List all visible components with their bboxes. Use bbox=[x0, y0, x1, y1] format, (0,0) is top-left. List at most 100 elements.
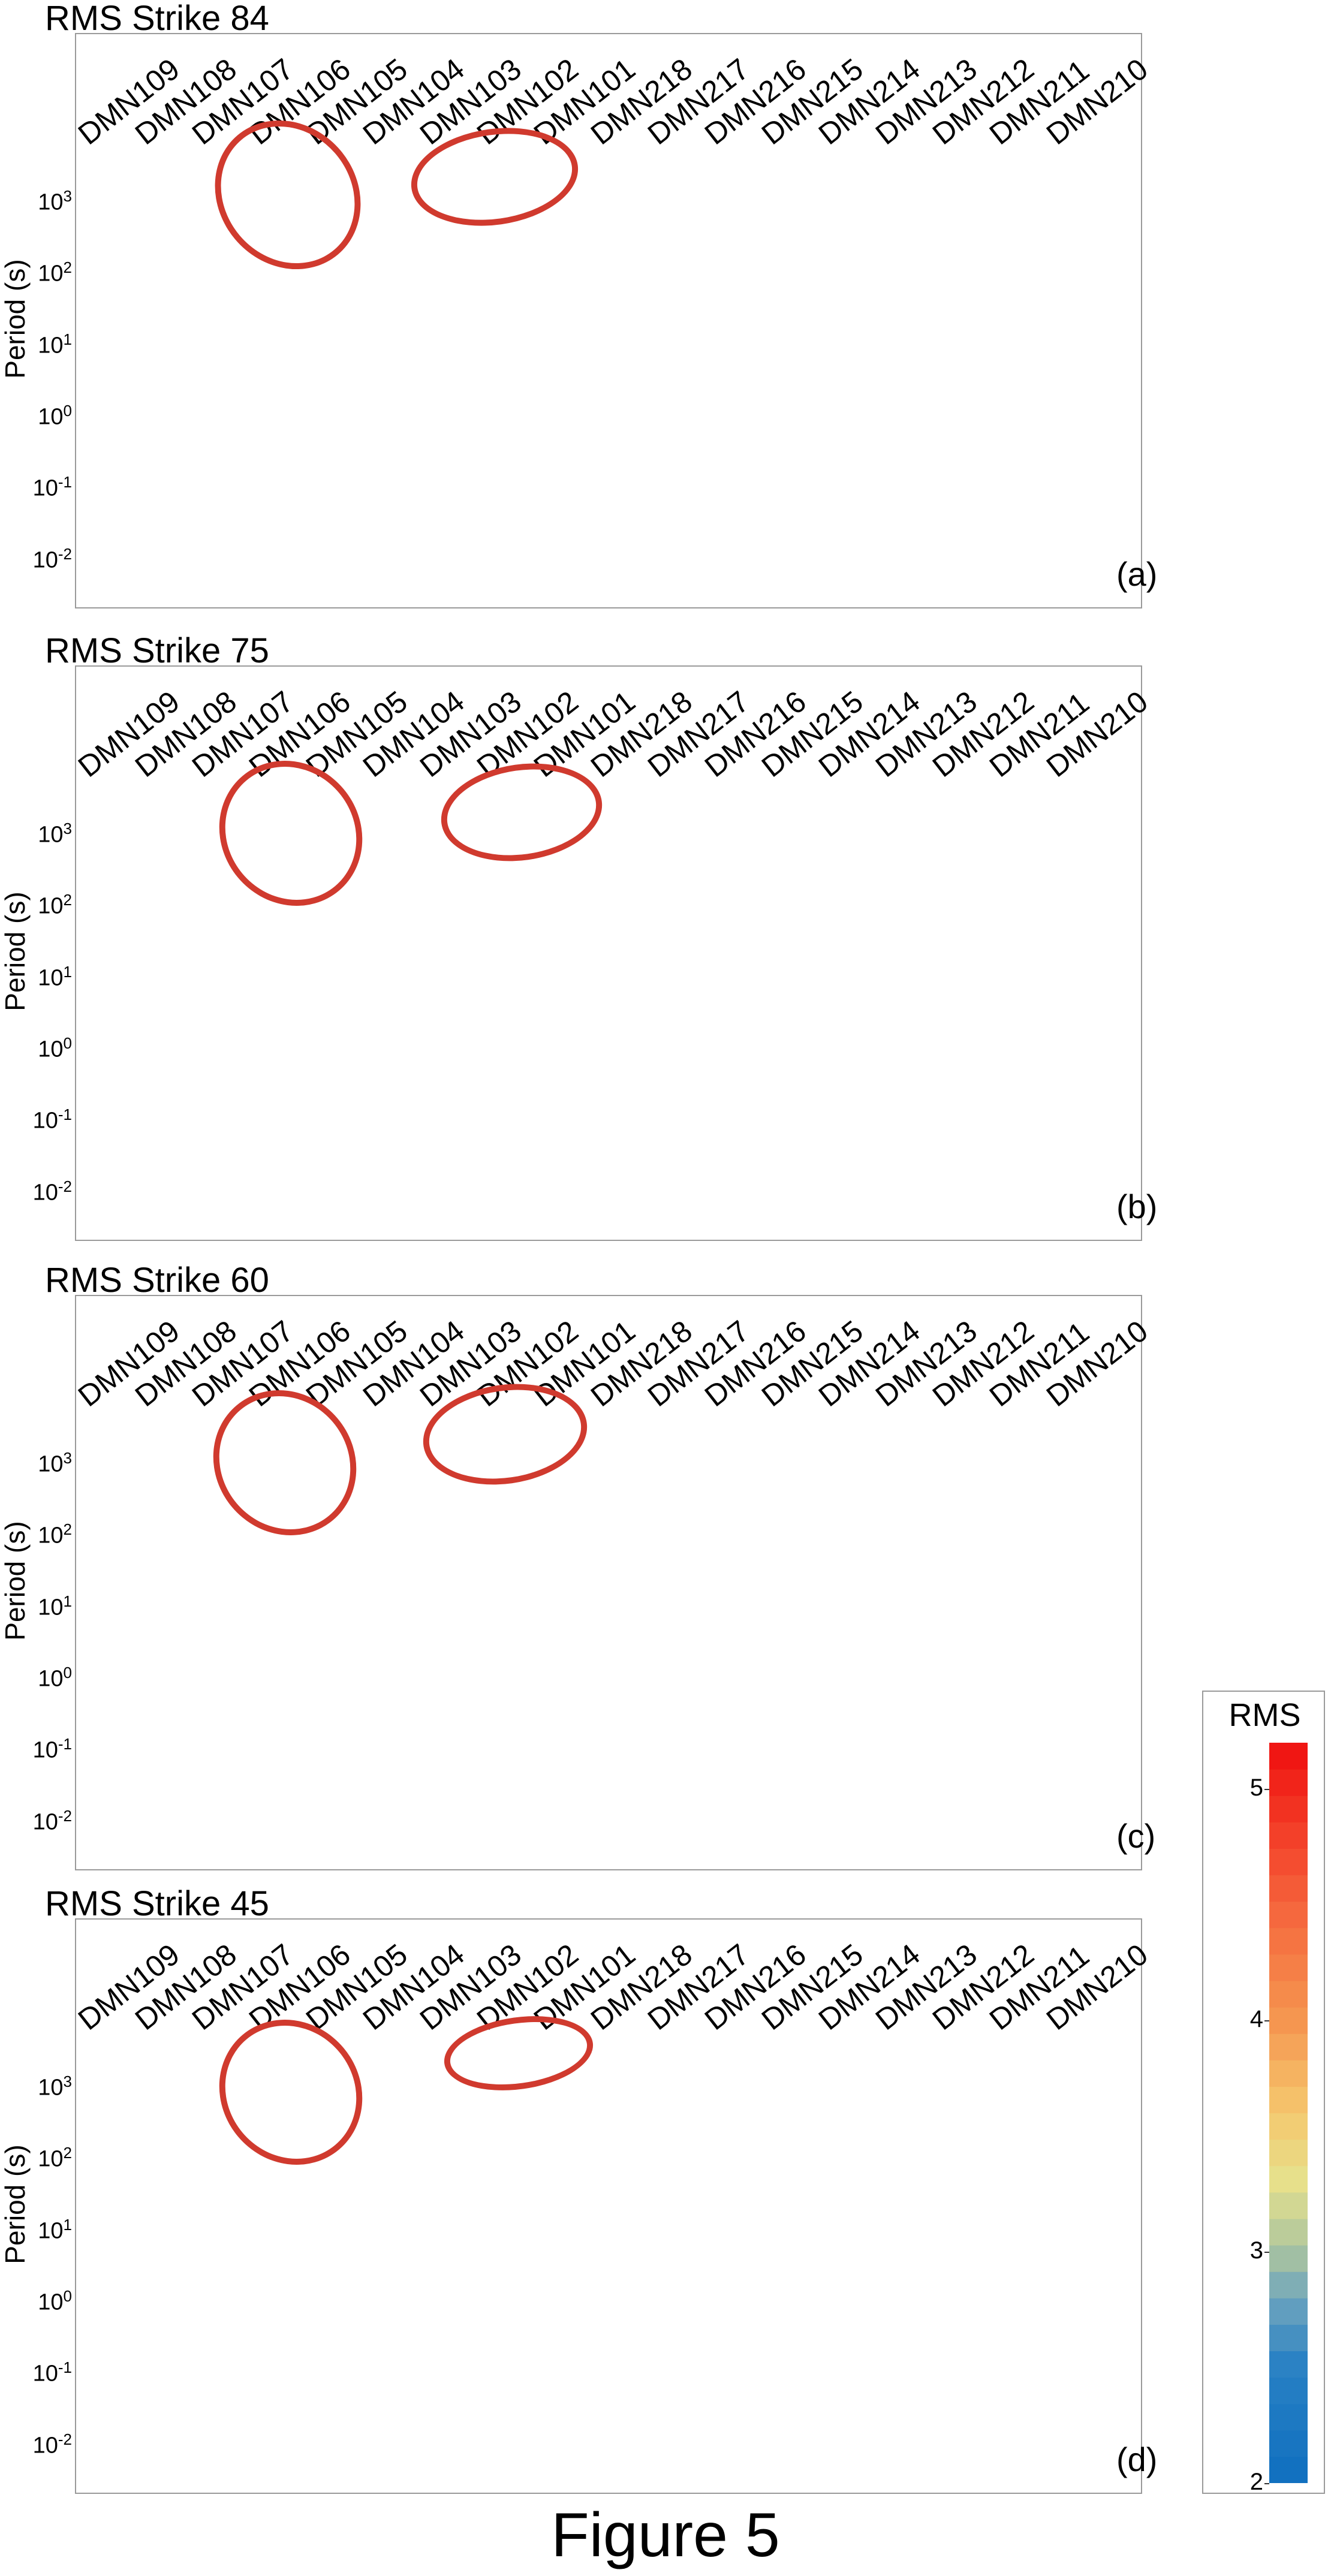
tick-exponent: -2 bbox=[58, 1177, 72, 1195]
colorbar-step bbox=[1269, 2192, 1308, 2219]
tick-base: 10 bbox=[32, 475, 58, 501]
figure-caption: Figure 5 bbox=[551, 2500, 780, 2570]
panel-label: (d) bbox=[1116, 2441, 1158, 2478]
tick-exponent: 3 bbox=[63, 1448, 72, 1467]
colorbar-step bbox=[1269, 2060, 1308, 2087]
tick-exponent: -2 bbox=[58, 544, 72, 563]
colorbar-step bbox=[1269, 2298, 1308, 2325]
legend-title: RMS bbox=[1228, 1697, 1301, 1733]
panel-label: (b) bbox=[1116, 1188, 1158, 1225]
tick-base: 10 bbox=[38, 1523, 64, 1548]
tick-exponent: -1 bbox=[58, 473, 72, 492]
tick-base: 10 bbox=[38, 965, 64, 991]
panel-title: RMS Strike 45 bbox=[45, 1884, 269, 1923]
tick-base: 10 bbox=[38, 1595, 64, 1620]
colorbar-step bbox=[1269, 2403, 1308, 2431]
tick-exponent: -1 bbox=[58, 1735, 72, 1754]
tick-base: 10 bbox=[32, 1809, 58, 1835]
y-tick-label: 103 bbox=[0, 1449, 72, 1478]
y-tick-label: 10-2 bbox=[0, 1177, 72, 1206]
legend-tick: 3 bbox=[1249, 2237, 1263, 2264]
colorbar-step bbox=[1269, 2139, 1308, 2167]
tick-base: 10 bbox=[38, 261, 64, 287]
colorbar-step bbox=[1269, 2113, 1308, 2140]
colorbar-step bbox=[1269, 1795, 1308, 1822]
tick-base: 10 bbox=[38, 1666, 64, 1692]
colorbar-step bbox=[1269, 2430, 1308, 2457]
panel-frame bbox=[75, 1295, 1142, 1870]
y-tick-label: 100 bbox=[0, 1034, 72, 1063]
tick-exponent: 0 bbox=[63, 401, 72, 420]
tick-exponent: 1 bbox=[63, 2215, 72, 2234]
colorbar-step bbox=[1269, 1901, 1308, 1929]
colorbar-step bbox=[1269, 1822, 1308, 1849]
colorbar-step bbox=[1269, 1769, 1308, 1796]
tick-exponent: 3 bbox=[63, 819, 72, 837]
tick-exponent: -1 bbox=[58, 1105, 72, 1124]
colorbar-step bbox=[1269, 2456, 1308, 2483]
tick-exponent: 0 bbox=[63, 1663, 72, 1682]
colorbar-step bbox=[1269, 2033, 1308, 2060]
colorbar-step bbox=[1269, 2086, 1308, 2114]
panel-title: RMS Strike 84 bbox=[45, 0, 269, 38]
tick-exponent: -2 bbox=[58, 1806, 72, 1825]
y-tick-label: 100 bbox=[0, 2287, 72, 2316]
colorbar-step bbox=[1269, 2218, 1308, 2246]
y-tick-label: 100 bbox=[0, 1664, 72, 1692]
tick-base: 10 bbox=[32, 2361, 58, 2387]
panel-title: RMS Strike 60 bbox=[45, 1261, 269, 1300]
y-tick-label: 101 bbox=[0, 963, 72, 992]
tick-exponent: 1 bbox=[63, 962, 72, 981]
panel-frame bbox=[75, 1918, 1142, 2494]
y-tick-label: 101 bbox=[0, 1592, 72, 1621]
panel-label: (a) bbox=[1116, 555, 1158, 593]
tick-exponent: 3 bbox=[63, 2072, 72, 2090]
colorbar-step bbox=[1269, 1848, 1308, 1876]
tick-exponent: 2 bbox=[63, 1520, 72, 1539]
y-tick-label: 102 bbox=[0, 1520, 72, 1549]
panel-frame bbox=[75, 33, 1142, 608]
tick-base: 10 bbox=[32, 1737, 58, 1763]
tick-base: 10 bbox=[38, 893, 64, 919]
tick-exponent: -1 bbox=[58, 2358, 72, 2377]
y-tick-label: 103 bbox=[0, 187, 72, 216]
tick-base: 10 bbox=[38, 822, 64, 848]
tick-exponent: 2 bbox=[63, 2144, 72, 2162]
y-axis-label: Period (s) bbox=[0, 2144, 31, 2264]
y-tick-label: 10-2 bbox=[0, 2430, 72, 2459]
y-tick-label: 100 bbox=[0, 402, 72, 430]
tick-base: 10 bbox=[38, 1037, 64, 1062]
panel-frame bbox=[75, 665, 1142, 1241]
legend-tick-mark bbox=[1264, 2020, 1269, 2022]
y-axis-label: Period (s) bbox=[0, 1521, 31, 1641]
colorbar-legend: RMS 5 4 3 2 bbox=[1202, 1691, 1325, 2495]
tick-exponent: 0 bbox=[63, 2286, 72, 2305]
colorbar-step bbox=[1269, 2324, 1308, 2352]
tick-base: 10 bbox=[38, 2146, 64, 2172]
legend-tick-mark bbox=[1264, 2483, 1269, 2484]
colorbar-step bbox=[1269, 1875, 1308, 1902]
colorbar-step bbox=[1269, 1954, 1308, 1981]
y-tick-label: 10-1 bbox=[0, 1105, 72, 1134]
tick-base: 10 bbox=[38, 333, 64, 358]
y-tick-label: 10-1 bbox=[0, 1735, 72, 1764]
tick-base: 10 bbox=[38, 2289, 64, 2315]
y-axis-label: Period (s) bbox=[0, 259, 31, 379]
colorbar-step bbox=[1269, 1743, 1308, 1770]
tick-base: 10 bbox=[38, 404, 64, 430]
tick-base: 10 bbox=[32, 547, 58, 573]
tick-exponent: 2 bbox=[63, 891, 72, 909]
y-tick-label: 10-2 bbox=[0, 1807, 72, 1836]
colorbar-step bbox=[1269, 2165, 1308, 2193]
legend-tick-mark bbox=[1264, 1789, 1269, 1791]
y-tick-label: 102 bbox=[0, 891, 72, 920]
colorbar-step bbox=[1269, 2245, 1308, 2272]
colorbar-step bbox=[1269, 1927, 1308, 1955]
tick-base: 10 bbox=[38, 189, 64, 215]
y-tick-label: 10-1 bbox=[0, 473, 72, 502]
tick-exponent: 1 bbox=[63, 330, 72, 348]
panel-label: (c) bbox=[1116, 1817, 1156, 1855]
tick-exponent: 3 bbox=[63, 186, 72, 205]
colorbar-step bbox=[1269, 2007, 1308, 2034]
tick-base: 10 bbox=[32, 1180, 58, 1206]
